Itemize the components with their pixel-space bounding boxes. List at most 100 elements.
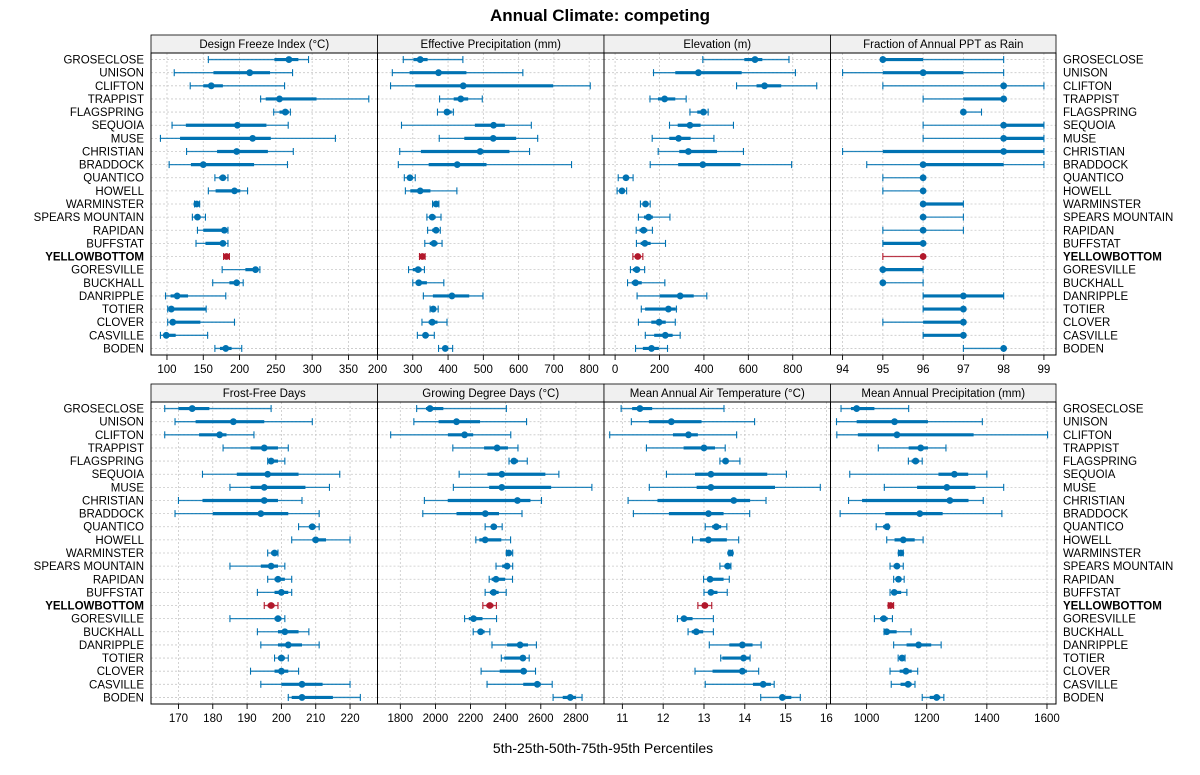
data-row-unison (391, 69, 524, 77)
row-label-left: CLIFTON (95, 81, 144, 93)
median-point (1000, 121, 1008, 129)
median-point (426, 405, 434, 412)
data-row-howell (616, 187, 628, 195)
median-point (667, 418, 675, 426)
row-label-left: DANRIPPLE (79, 291, 145, 303)
row-label-right: MUSE (1063, 133, 1097, 145)
data-row-boden (437, 344, 454, 352)
x-tick-label: 100 (157, 364, 176, 376)
row-label-right: WARMINSTER (1063, 548, 1141, 560)
data-row-trappist (645, 444, 726, 452)
x-tick-label: 14 (738, 713, 751, 725)
data-row-rapidan (703, 575, 730, 583)
median-point (880, 615, 888, 623)
row-label-left: YELLOWBOTTOM (45, 252, 144, 264)
row-label-right: TOTIER (1063, 653, 1105, 665)
row-label-right: FLAGSPRING (1063, 107, 1137, 119)
data-row-clover (637, 318, 676, 326)
row-label-left: TRAPPIST (88, 443, 144, 455)
median-point (879, 56, 887, 63)
median-point (493, 444, 501, 452)
data-row-totier (640, 305, 677, 313)
row-label-right: DANRIPPLE (1063, 291, 1129, 303)
median-point (724, 562, 732, 570)
median-point (684, 148, 692, 155)
x-tick-label: 220 (340, 713, 359, 725)
row-label-left: BRADDOCK (79, 160, 145, 172)
row-label-right: GROSECLOSE (1063, 404, 1144, 416)
data-row-yellowbottom (887, 602, 895, 610)
x-tick-label: 350 (339, 364, 358, 376)
row-label-left: BRADDOCK (79, 509, 145, 521)
median-point (167, 305, 175, 313)
data-row-spears-mountain (719, 562, 732, 570)
median-point (632, 279, 639, 287)
median-point (622, 174, 630, 182)
median-point (470, 615, 477, 623)
median-point (490, 121, 497, 129)
median-point (648, 345, 655, 352)
x-tick-label: 700 (544, 364, 563, 376)
data-row-totier (167, 305, 207, 313)
data-row-totier (922, 305, 967, 313)
data-row-boden (287, 693, 361, 701)
row-label-right: RAPIDAN (1063, 225, 1114, 237)
row-label-right: GROSECLOSE (1063, 55, 1144, 67)
median-point (312, 536, 320, 544)
data-row-boden (634, 344, 669, 352)
median-point (740, 654, 747, 662)
median-point (1000, 82, 1008, 90)
x-tick-label: 11 (616, 713, 628, 725)
x-tick-label: 180 (203, 713, 222, 725)
median-point (1000, 148, 1008, 155)
data-row-howell (692, 536, 740, 544)
median-point (169, 318, 177, 326)
x-tick-label: 210 (306, 713, 325, 725)
median-point (298, 694, 306, 701)
row-label-left: BUFFSTAT (86, 238, 144, 250)
data-row-groseclose (702, 56, 790, 64)
data-row-flagspring (907, 457, 923, 465)
x-tick-label: 1200 (914, 713, 940, 725)
panel-title: Frost-Free Days (223, 388, 306, 400)
median-point (428, 318, 436, 326)
median-point (959, 292, 967, 300)
data-row-totier (500, 654, 530, 662)
panel-title: Effective Precipitation (mm) (421, 39, 562, 51)
data-row-danripple (491, 641, 537, 649)
median-point (634, 253, 642, 260)
median-point (415, 279, 423, 287)
row-label-left: BODEN (103, 343, 144, 355)
data-row-yellowbottom (882, 253, 927, 261)
data-row-danripple (708, 641, 762, 649)
median-point (686, 121, 694, 129)
median-point (712, 523, 720, 531)
data-row-buckhall (687, 628, 714, 636)
data-row-boden (214, 344, 243, 352)
median-point (278, 667, 285, 675)
data-row-buckhall (212, 279, 244, 287)
data-row-muse (922, 134, 1045, 142)
median-point (162, 331, 170, 339)
row-label-left: CLIFTON (95, 430, 144, 442)
row-label-right: TRAPPIST (1063, 94, 1119, 106)
x-tick-label: 97 (957, 364, 970, 376)
median-point (738, 641, 746, 649)
x-tick-label: 16 (820, 713, 833, 725)
median-point (879, 279, 887, 287)
median-point (899, 536, 907, 544)
median-point (919, 253, 927, 260)
data-row-flagspring (273, 108, 291, 116)
row-label-right: BODEN (1063, 343, 1104, 355)
data-row-unison (413, 418, 528, 426)
data-row-trappist (452, 444, 519, 452)
median-point (883, 523, 891, 531)
row-label-left: RAPIDAN (93, 225, 144, 237)
data-row-clifton (836, 431, 1049, 439)
median-point (879, 266, 887, 274)
row-label-left: CASVILLE (89, 679, 144, 691)
row-label-left: SEQUOIA (92, 120, 145, 132)
median-point (498, 483, 506, 491)
data-row-braddock (839, 510, 1003, 518)
data-row-braddock (866, 161, 1045, 169)
